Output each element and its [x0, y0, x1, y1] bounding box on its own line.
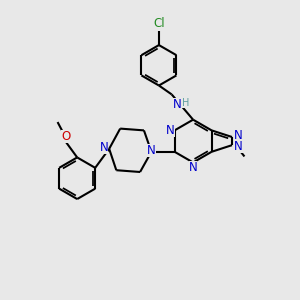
Text: Cl: Cl [153, 17, 165, 30]
Text: N: N [166, 124, 175, 137]
Text: N: N [147, 144, 156, 157]
Text: O: O [61, 130, 70, 143]
Text: N: N [234, 140, 243, 153]
Text: N: N [173, 98, 182, 111]
Text: N: N [189, 161, 197, 174]
Text: N: N [100, 141, 108, 154]
Text: N: N [234, 129, 243, 142]
Text: H: H [182, 98, 189, 108]
